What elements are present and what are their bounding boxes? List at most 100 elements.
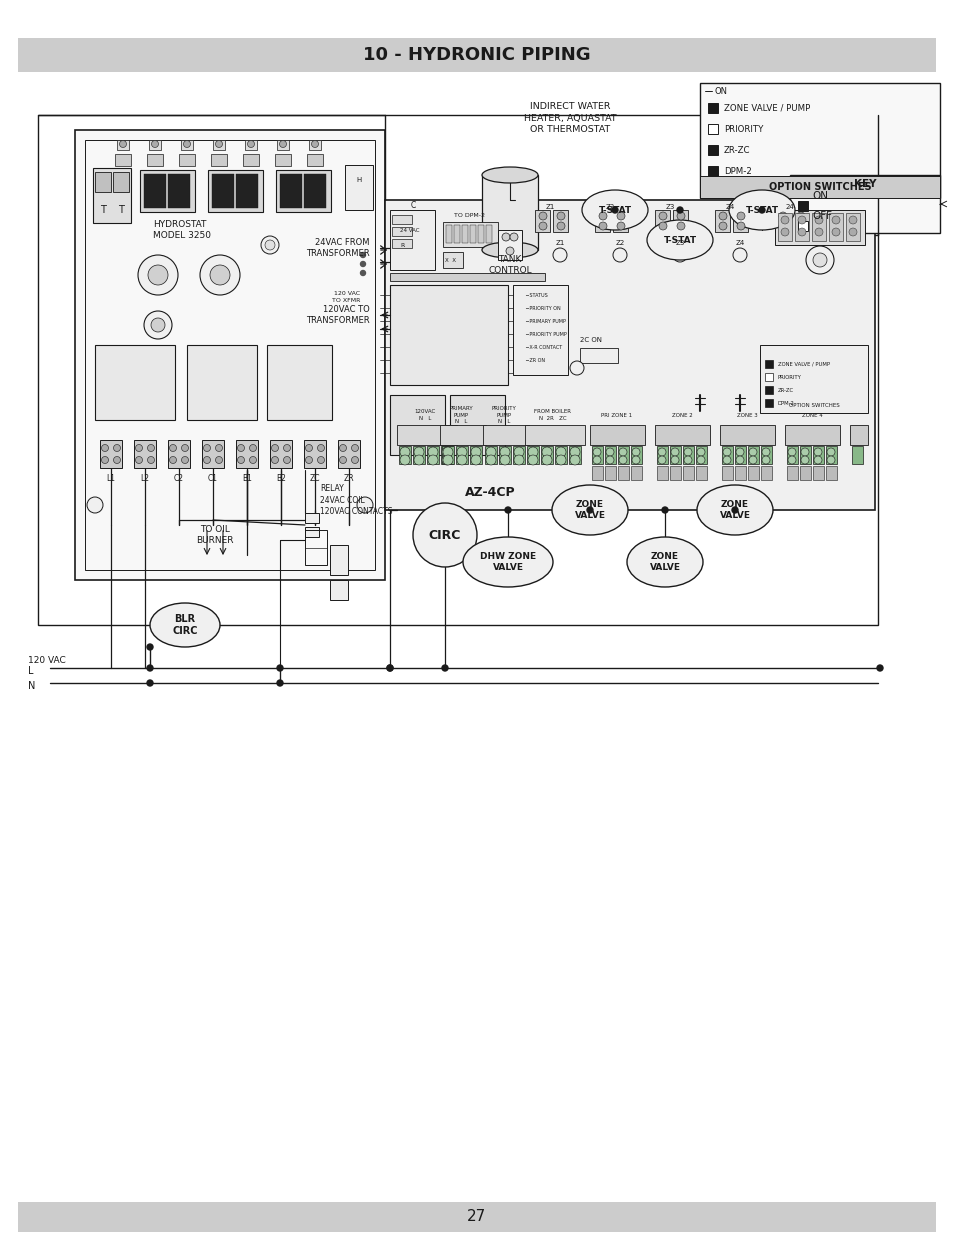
- Circle shape: [87, 496, 103, 513]
- Circle shape: [677, 207, 682, 212]
- Circle shape: [272, 445, 278, 452]
- Text: T-STAT: T-STAT: [662, 236, 696, 245]
- Bar: [498, 446, 511, 464]
- Circle shape: [471, 447, 480, 457]
- Bar: [778, 212, 791, 241]
- Text: L1: L1: [107, 473, 115, 483]
- Circle shape: [748, 456, 757, 464]
- Text: ─ PRIMARY PUMP: ─ PRIMARY PUMP: [524, 319, 565, 324]
- Bar: [147, 154, 163, 165]
- Circle shape: [499, 454, 510, 466]
- Text: 24VAC FROM
TRANSFORMER: 24VAC FROM TRANSFORMER: [306, 238, 370, 258]
- Circle shape: [801, 456, 808, 464]
- Bar: [789, 175, 939, 233]
- Text: T-STAT: T-STAT: [744, 205, 778, 215]
- Ellipse shape: [626, 537, 702, 587]
- Text: ZONE VALVE / PUMP: ZONE VALVE / PUMP: [723, 104, 809, 112]
- Circle shape: [360, 262, 365, 267]
- Bar: [267, 345, 332, 420]
- Circle shape: [779, 212, 786, 220]
- Bar: [555, 446, 566, 464]
- Circle shape: [428, 454, 437, 466]
- Circle shape: [442, 454, 453, 466]
- Bar: [714, 210, 729, 232]
- Ellipse shape: [481, 167, 537, 183]
- Circle shape: [441, 447, 452, 457]
- Bar: [243, 154, 258, 165]
- Bar: [440, 446, 453, 464]
- Circle shape: [731, 508, 738, 513]
- Circle shape: [761, 456, 769, 464]
- Bar: [202, 440, 224, 468]
- Circle shape: [442, 447, 453, 457]
- Bar: [657, 466, 667, 480]
- Bar: [732, 210, 747, 232]
- Bar: [442, 252, 462, 268]
- Bar: [721, 446, 732, 464]
- Bar: [592, 466, 602, 480]
- Circle shape: [631, 456, 639, 464]
- Circle shape: [170, 445, 176, 452]
- Circle shape: [593, 456, 600, 464]
- Text: T: T: [118, 205, 124, 215]
- Circle shape: [387, 664, 393, 671]
- Circle shape: [113, 445, 120, 452]
- Bar: [700, 83, 939, 198]
- Ellipse shape: [481, 242, 537, 258]
- Circle shape: [499, 447, 510, 457]
- Text: B1: B1: [242, 473, 252, 483]
- Circle shape: [119, 141, 127, 147]
- Bar: [618, 466, 628, 480]
- Bar: [446, 225, 452, 243]
- Bar: [179, 154, 194, 165]
- Bar: [413, 446, 424, 464]
- Circle shape: [360, 252, 365, 258]
- Text: ZONE
VALVE: ZONE VALVE: [574, 500, 605, 520]
- Ellipse shape: [581, 190, 647, 230]
- Bar: [485, 225, 492, 243]
- Circle shape: [148, 457, 154, 463]
- Circle shape: [339, 445, 346, 452]
- Bar: [398, 446, 411, 464]
- Text: OPTION SWITCHES: OPTION SWITCHES: [788, 403, 839, 408]
- Text: OPTION SWITCHES: OPTION SWITCHES: [768, 182, 870, 191]
- Bar: [794, 212, 808, 241]
- Text: L2: L2: [140, 473, 150, 483]
- Circle shape: [618, 456, 626, 464]
- Circle shape: [538, 212, 546, 220]
- Bar: [720, 425, 774, 445]
- Text: 120 VAC
TO XFMR: 120 VAC TO XFMR: [332, 291, 359, 303]
- Circle shape: [719, 222, 726, 230]
- Circle shape: [305, 445, 313, 452]
- Bar: [672, 210, 687, 232]
- Text: RELAY
24VAC COIL
120VAC CONTACTS: RELAY 24VAC COIL 120VAC CONTACTS: [319, 484, 392, 515]
- Circle shape: [441, 664, 448, 671]
- Circle shape: [456, 447, 467, 457]
- Text: PRIORITY: PRIORITY: [778, 374, 801, 379]
- Bar: [812, 466, 823, 480]
- Bar: [696, 466, 706, 480]
- Circle shape: [147, 643, 152, 650]
- Circle shape: [787, 448, 795, 456]
- Text: PRIORITY: PRIORITY: [723, 125, 762, 133]
- Bar: [75, 130, 385, 580]
- Bar: [484, 446, 497, 464]
- Circle shape: [276, 664, 283, 671]
- Circle shape: [797, 228, 805, 236]
- Circle shape: [144, 311, 172, 338]
- Bar: [470, 446, 481, 464]
- Text: ZR: ZR: [343, 473, 354, 483]
- Bar: [442, 222, 497, 247]
- Bar: [786, 466, 797, 480]
- Bar: [707, 144, 718, 156]
- Bar: [669, 466, 680, 480]
- Bar: [800, 466, 810, 480]
- Circle shape: [659, 222, 666, 230]
- Text: 120 VAC: 120 VAC: [28, 656, 66, 664]
- Bar: [470, 225, 476, 243]
- Circle shape: [135, 445, 142, 452]
- Bar: [270, 440, 292, 468]
- Circle shape: [356, 496, 373, 513]
- Circle shape: [737, 212, 744, 220]
- Circle shape: [351, 457, 358, 463]
